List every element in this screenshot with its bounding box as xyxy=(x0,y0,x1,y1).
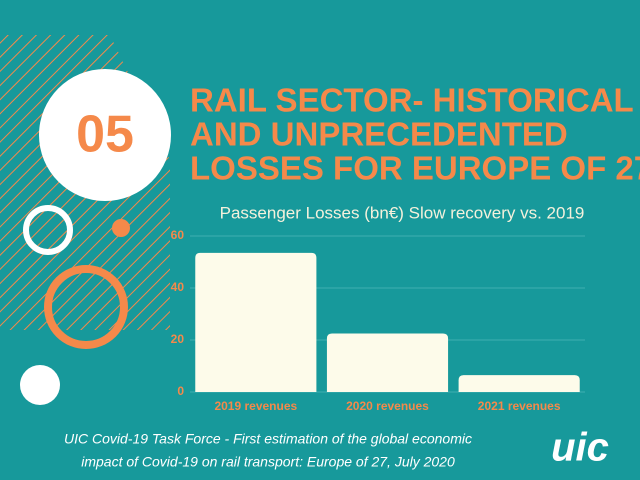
number-badge xyxy=(39,69,171,201)
y-tick-label: 20 xyxy=(171,332,185,346)
y-tick-label: 40 xyxy=(171,280,185,294)
bar xyxy=(326,333,449,392)
ring-decoration xyxy=(23,205,73,255)
dot-decoration xyxy=(112,219,130,237)
x-tick-label: 2021 revenues xyxy=(478,399,561,413)
chart-title: LOSSES FOR EUROPE OF 27 xyxy=(190,150,640,187)
footer-text: UIC Covid-19 Task Force - First estimati… xyxy=(64,431,472,447)
footer-text: impact of Covid-19 on rail transport: Eu… xyxy=(81,454,455,470)
x-tick-label: 2019 revenues xyxy=(214,399,297,413)
bar xyxy=(458,375,580,392)
logo: uic xyxy=(551,426,609,470)
section-number: 05 xyxy=(76,106,134,164)
bar xyxy=(195,252,317,392)
chart-title: RAIL SECTOR- HISTORICAL xyxy=(190,82,634,119)
y-tick-label: 60 xyxy=(171,228,185,242)
ring-decoration xyxy=(44,265,128,349)
chart-subtitle: Passenger Losses (bn€) Slow recovery vs.… xyxy=(220,203,585,222)
x-tick-label: 2020 revenues xyxy=(346,399,429,413)
chart-title: AND UNPRECEDENTED xyxy=(190,116,568,153)
dot-decoration xyxy=(20,365,60,405)
y-tick-label: 0 xyxy=(177,384,184,398)
